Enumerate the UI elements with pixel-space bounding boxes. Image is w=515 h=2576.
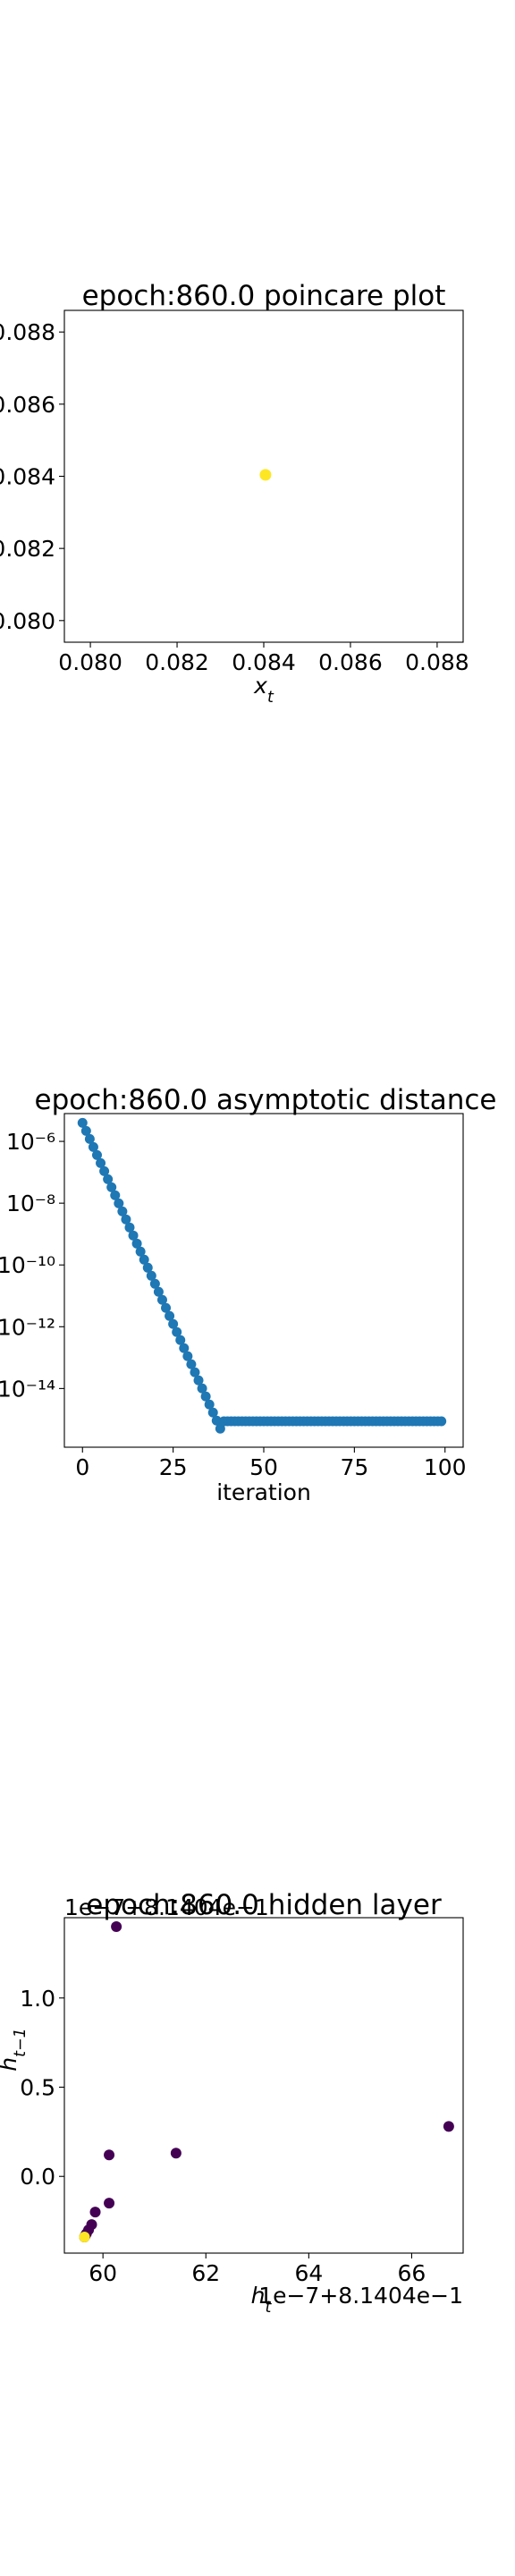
y-tick-label: 0.080 [0, 608, 55, 634]
data-point [215, 1423, 225, 1434]
data-point [443, 2121, 454, 2132]
y-tick-label: 10⁻¹⁰ [0, 1252, 55, 1278]
data-point [170, 2148, 182, 2159]
plot-frame [63, 1113, 464, 1448]
y-axis-label: ht−1 [0, 2028, 30, 2072]
x-tick-label: 64 [294, 2260, 323, 2286]
x-tick-label: 75 [340, 1454, 368, 1480]
y-tick-label: 0.086 [0, 392, 55, 418]
y-tick-label: 1.0 [20, 1986, 55, 2012]
x-axis-label: iteration [216, 1479, 311, 1505]
data-point [99, 1165, 110, 1176]
x-tick-label: 50 [249, 1454, 278, 1480]
chart-title: epoch:860.0 asymptotic distance [35, 1084, 497, 1116]
data-point [436, 1416, 447, 1427]
data-point [111, 1920, 122, 1932]
data-point [172, 1326, 182, 1337]
data-point [110, 1190, 121, 1200]
x-ticks: 60 62 64 66 [89, 2253, 426, 2286]
asymptotic-distance-chart: epoch:860.0 asymptotic distance 0 25 50 75 1… [0, 1084, 497, 1505]
data-point [197, 1383, 207, 1394]
x-tick-label: 0.082 [145, 649, 209, 675]
x-ticks: 0.080 0.082 0.084 0.086 0.088 [58, 642, 469, 675]
data-point [104, 2149, 115, 2161]
data-points [77, 1117, 447, 1434]
y-tick-label: 0.0 [20, 2164, 55, 2190]
y-tick-label: 10⁻⁸ [6, 1191, 55, 1216]
y-ticks: 0.0 0.5 1.0 [20, 1986, 64, 2190]
data-point [88, 1141, 98, 1152]
x-axis-label: xt [253, 673, 274, 707]
y-tick-label: 10⁻¹⁴ [0, 1376, 55, 1402]
data-point [80, 1125, 91, 1136]
x-tick-label: 0.080 [58, 649, 122, 675]
x-tick-label: 0 [75, 1454, 89, 1480]
data-point [84, 1133, 95, 1144]
x-tick-label: 60 [89, 2260, 117, 2286]
x-tick-label: 66 [398, 2260, 426, 2286]
data-point [91, 1149, 102, 1160]
x-axis-label: ht [251, 2283, 273, 2317]
data-point [211, 1415, 222, 1426]
data-point [104, 2198, 115, 2209]
x-tick-label: 25 [159, 1454, 188, 1480]
data-point [103, 1174, 114, 1184]
x-tick-label: 62 [191, 2260, 220, 2286]
x-offset-text: 1e−7+8.1404e−1 [258, 2283, 463, 2309]
data-point [186, 1359, 197, 1369]
data-point [165, 1310, 175, 1321]
data-point [135, 1246, 146, 1257]
chart-title: epoch:860.0 hidden layer [86, 1889, 442, 1921]
y-tick-label: 0.084 [0, 464, 55, 490]
data-point [149, 1278, 160, 1289]
data-point [153, 1286, 164, 1297]
poincare-plot-chart: epoch:860.0 poincare plot 0.080 0.082 0.08… [0, 280, 469, 707]
data-point [117, 1206, 128, 1216]
data-point [114, 1198, 124, 1208]
x-tick-label: 0.088 [405, 649, 469, 675]
y-tick-label: 10⁻¹² [0, 1314, 55, 1340]
y-ticks: 0.080 0.082 0.084 0.086 0.088 [0, 319, 64, 634]
data-point [179, 1343, 190, 1353]
data-point [175, 1335, 186, 1345]
x-tick-label: 100 [424, 1454, 467, 1480]
hidden-layer-chart: epoch:860.0 hidden layer 1e−7+8.1404e−1 … [0, 1889, 464, 2317]
data-point [79, 2232, 90, 2243]
chart-title: epoch:860.0 poincare plot [82, 280, 446, 312]
data-point [121, 1214, 131, 1224]
data-point [139, 1254, 149, 1265]
data-point [131, 1238, 142, 1249]
data-point [200, 1391, 211, 1402]
x-tick-label: 0.084 [232, 649, 296, 675]
data-point [146, 1270, 156, 1281]
y-tick-label: 0.082 [0, 536, 55, 562]
data-point [207, 1407, 218, 1418]
data-point [182, 1351, 193, 1361]
data-point [161, 1302, 172, 1313]
y-ticks: 10⁻⁶ 10⁻⁸ 10⁻¹⁰ 10⁻¹² 10⁻¹⁴ [0, 1129, 64, 1402]
data-points [259, 469, 272, 481]
data-point [193, 1375, 204, 1385]
y-tick-label: 0.5 [20, 2074, 55, 2100]
data-point [89, 2207, 101, 2218]
data-point [259, 469, 272, 481]
x-tick-label: 0.086 [318, 649, 383, 675]
data-point [128, 1230, 139, 1241]
y-tick-label: 10⁻⁶ [6, 1129, 55, 1155]
data-point [142, 1262, 153, 1273]
data-points [79, 1920, 454, 2243]
data-point [77, 1117, 88, 1128]
data-point [124, 1222, 135, 1233]
data-point [204, 1399, 215, 1410]
data-point [168, 1318, 179, 1329]
y-tick-label: 0.088 [0, 319, 55, 345]
data-point [106, 1182, 117, 1192]
plot-frame [63, 1917, 464, 2254]
x-ticks: 0 25 50 75 100 [75, 1447, 467, 1480]
y-offset-text: 1e−7+8.1404e−1 [64, 1894, 269, 1920]
data-point [190, 1367, 200, 1377]
data-point [96, 1157, 106, 1168]
data-point [156, 1294, 167, 1305]
